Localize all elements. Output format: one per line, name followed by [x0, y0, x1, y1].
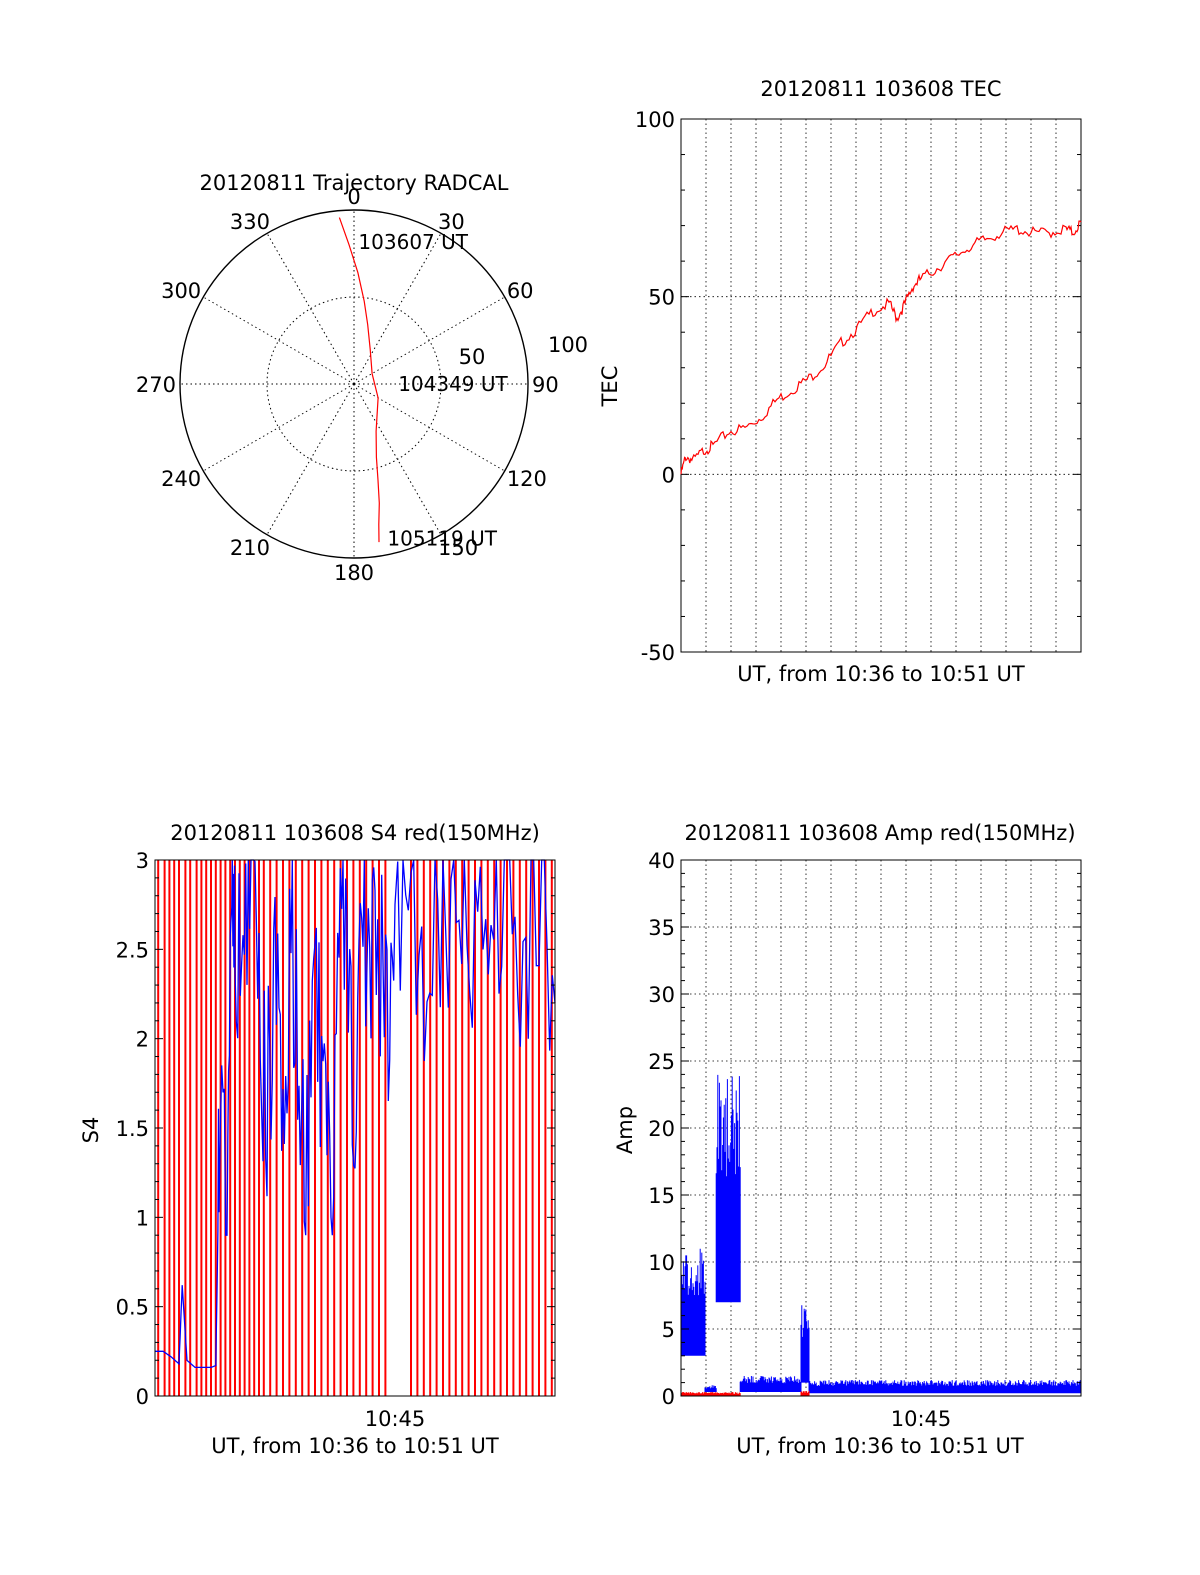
tec-grid [681, 119, 1081, 652]
polar-angle-label: 120 [507, 467, 547, 491]
polar-angle-label: 0 [347, 185, 360, 209]
polar-radius-labels: 50 100 [459, 333, 588, 369]
tec-xlabel: UT, from 10:36 to 10:51 UT [737, 662, 1025, 686]
polar-grid [179, 209, 529, 559]
s4-xlabel: UT, from 10:36 to 10:51 UT [211, 1434, 499, 1458]
trajectory-line [338, 217, 380, 543]
y-tick-label: 2.5 [116, 938, 149, 962]
y-tick-label: -50 [641, 641, 675, 665]
x-tick-label: 10:45 [891, 1407, 952, 1431]
y-tick-label: 0.5 [116, 1296, 149, 1320]
amp-grid [681, 860, 1081, 1396]
y-tick-label: 2 [136, 1028, 149, 1052]
polar-angle-labels: 0 30 60 90 120 150 180 210 240 270 300 330 [136, 185, 559, 585]
y-tick-label: 40 [648, 849, 675, 873]
y-tick-label: 1.5 [116, 1117, 149, 1141]
polar-spoke [266, 233, 355, 385]
y-tick-label: 3 [136, 849, 149, 873]
polar-outer-ring [179, 209, 529, 559]
s4-panel: 20120811 103608 S4 red(150MHz) 0 0.5 1 1.5 2… [79, 821, 556, 1458]
amp-series-segment [739, 1376, 802, 1392]
tec-series-line [680, 220, 1082, 475]
amp-ylabel: Amp [613, 1106, 637, 1154]
amp-series [680, 1074, 1082, 1396]
s4-ylabel: S4 [79, 1117, 103, 1144]
polar-angle-label: 300 [161, 279, 201, 303]
tec-panel: 20120811 103608 TEC -50 0 50 100 UT, from 1… [598, 77, 1082, 686]
tec-frame [680, 118, 1082, 653]
trajectory-annotation: 103607 UT [358, 230, 468, 254]
y-tick-label: 35 [648, 916, 675, 940]
amp-series-segment [800, 1390, 810, 1396]
amp-series-segment [800, 1305, 810, 1383]
polar-spoke [353, 233, 442, 385]
y-tick-label: 100 [635, 108, 675, 132]
trajectory-annotation: 104349 UT [398, 372, 508, 396]
amp-xlabel: UT, from 10:36 to 10:51 UT [736, 1434, 1024, 1458]
polar-spoke [353, 296, 505, 385]
polar-angle-label: 240 [161, 467, 201, 491]
trajectory-annotation: 105119 UT [387, 527, 497, 551]
y-tick-label: 20 [648, 1117, 675, 1141]
polar-radius-label: 100 [548, 333, 588, 357]
polar-spoke [266, 383, 355, 535]
y-tick-label: 50 [648, 286, 675, 310]
amp-series-segment [704, 1385, 717, 1392]
polar-angle-label: 180 [334, 561, 374, 585]
amp-series-segment [808, 1379, 1082, 1394]
trajectory-annotations: 103607 UT 104349 UT 105119 UT [358, 230, 508, 551]
tec-y-ticks: -50 0 50 100 [635, 108, 1081, 665]
x-tick-label: 10:45 [365, 1407, 426, 1431]
s4-y-ticks: 0 0.5 1 1.5 2 2.5 3 [116, 849, 555, 1409]
polar-angle-label: 330 [230, 210, 270, 234]
trajectory-panel: 20120811 Trajectory RADCAL 0 30 60 90 120 150… [136, 171, 588, 585]
y-tick-label: 0 [136, 1385, 149, 1409]
polar-angle-label: 60 [507, 279, 534, 303]
tec-ylabel: TEC [598, 366, 622, 408]
trajectory-title: 20120811 Trajectory RADCAL [200, 171, 509, 195]
polar-spoke [203, 296, 355, 385]
y-tick-label: 15 [648, 1184, 675, 1208]
y-tick-label: 1 [136, 1206, 149, 1230]
y-tick-label: 25 [648, 1050, 675, 1074]
tec-title: 20120811 103608 TEC [760, 77, 1001, 101]
polar-angle-label: 210 [230, 536, 270, 560]
y-tick-label: 0 [662, 1385, 675, 1409]
polar-radius-label: 50 [459, 345, 486, 369]
polar-angle-label: 90 [532, 373, 559, 397]
polar-angle-label: 30 [438, 210, 465, 234]
s4-title: 20120811 103608 S4 red(150MHz) [170, 821, 540, 845]
polar-angle-label: 270 [136, 373, 176, 397]
y-tick-label: 5 [662, 1318, 675, 1342]
amp-series-segment [680, 1392, 741, 1396]
y-tick-label: 30 [648, 983, 675, 1007]
polar-spoke [353, 383, 505, 472]
y-tick-label: 0 [662, 463, 675, 487]
polar-angle-label: 150 [438, 536, 478, 560]
amp-title: 20120811 103608 Amp red(150MHz) [684, 821, 1075, 845]
amp-series-segment [715, 1074, 741, 1303]
polar-spoke [203, 383, 355, 472]
amp-x-ticks: 10:45 [891, 1407, 952, 1431]
polar-spoke [353, 383, 442, 535]
amp-panel: 20120811 103608 Amp red(150MHz) 0 5 10 15 20… [613, 821, 1082, 1458]
y-tick-label: 10 [648, 1251, 675, 1275]
s4-x-ticks: 10:45 [365, 1407, 426, 1431]
s4-blue-series-line [155, 859, 556, 1369]
amp-y-ticks: 0 5 10 15 20 25 30 35 40 [648, 849, 1081, 1409]
